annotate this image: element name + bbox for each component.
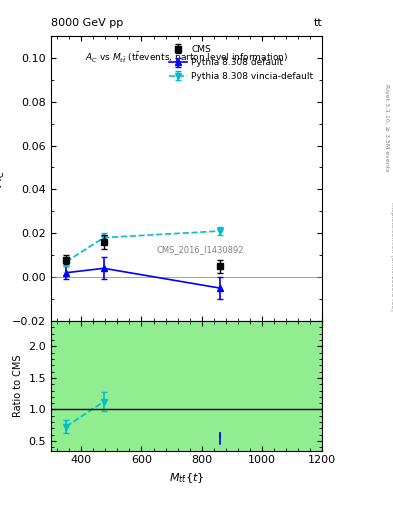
Text: CMS_2016_I1430892: CMS_2016_I1430892 — [156, 245, 244, 254]
Y-axis label: $A_C$: $A_C$ — [0, 170, 7, 187]
Text: tt: tt — [314, 18, 322, 28]
X-axis label: $M_{t\bar{t}}\{t\}$: $M_{t\bar{t}}\{t\}$ — [169, 471, 204, 485]
Text: 8000 GeV pp: 8000 GeV pp — [51, 18, 123, 28]
Text: $A_C$ vs $M_{t\bar{t}}$ (t$\bar{t}$events, parton level information): $A_C$ vs $M_{t\bar{t}}$ (t$\bar{t}$event… — [85, 50, 288, 65]
Legend: CMS, Pythia 8.308 default, Pythia 8.308 vincia-default: CMS, Pythia 8.308 default, Pythia 8.308 … — [164, 40, 318, 86]
Text: mcplots.cern.ch [arXiv:1306.3436]: mcplots.cern.ch [arXiv:1306.3436] — [390, 202, 393, 310]
Text: Rivet 3.1.10, ≥ 3.5M events: Rivet 3.1.10, ≥ 3.5M events — [385, 84, 389, 172]
Y-axis label: Ratio to CMS: Ratio to CMS — [13, 354, 23, 417]
